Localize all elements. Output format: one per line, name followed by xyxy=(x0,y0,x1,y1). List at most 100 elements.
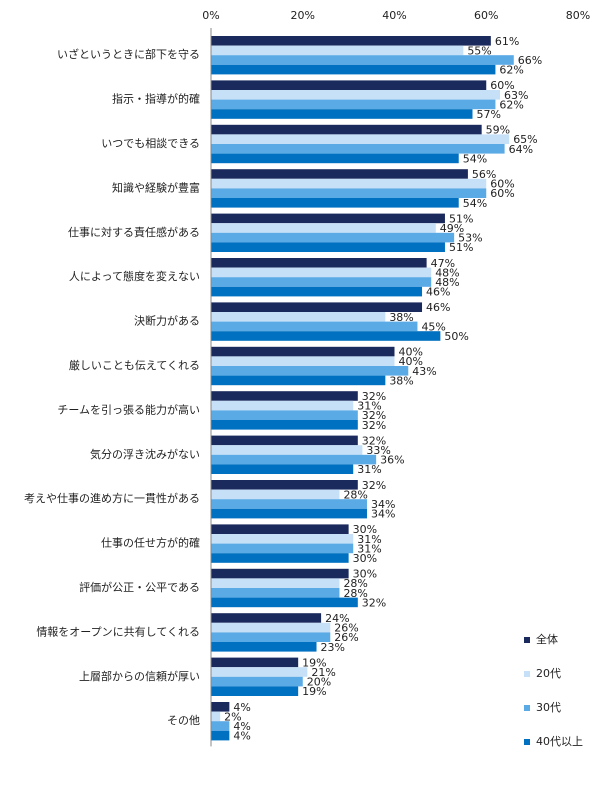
bar xyxy=(211,64,496,75)
bar xyxy=(211,534,354,544)
value-label: 60% xyxy=(490,178,514,191)
bar xyxy=(211,242,445,252)
bar xyxy=(211,45,464,56)
value-label: 34% xyxy=(371,508,395,521)
bar xyxy=(211,676,303,687)
x-tick-label: 60% xyxy=(474,9,498,22)
value-label: 60% xyxy=(490,187,514,200)
value-label: 30% xyxy=(353,568,377,581)
bar xyxy=(211,90,501,100)
value-label: 43% xyxy=(412,365,436,378)
bar xyxy=(211,312,386,322)
bar xyxy=(211,568,349,579)
value-label: 45% xyxy=(421,320,445,333)
bar xyxy=(211,702,230,712)
category-label: 仕事の任せ方が的確 xyxy=(101,536,200,550)
bar xyxy=(211,366,409,376)
legend-swatch xyxy=(524,671,530,677)
value-label: 32% xyxy=(362,434,386,447)
value-label: 33% xyxy=(366,444,390,457)
value-label: 4% xyxy=(233,701,250,714)
category-label: 仕事に対する責任感がある xyxy=(68,225,200,239)
value-label: 4% xyxy=(233,720,250,733)
value-label: 28% xyxy=(343,587,367,600)
value-label: 54% xyxy=(463,197,487,210)
x-tick-label: 40% xyxy=(382,9,406,22)
bar xyxy=(211,445,363,455)
value-label: 48% xyxy=(435,266,459,279)
bar xyxy=(211,356,395,366)
legend-swatch xyxy=(524,705,530,711)
value-label: 34% xyxy=(371,498,395,511)
category-label: 上層部からの信頼が厚い xyxy=(79,669,200,683)
bar xyxy=(211,686,299,696)
value-label: 50% xyxy=(444,330,468,343)
bar xyxy=(211,730,230,741)
value-label: 51% xyxy=(449,241,473,254)
bar xyxy=(211,543,354,554)
value-label: 32% xyxy=(362,419,386,432)
bar xyxy=(211,454,377,465)
bar xyxy=(211,508,367,519)
bar xyxy=(211,642,317,652)
value-label: 56% xyxy=(472,168,496,181)
category-label: チームを引っ張る能力が高い xyxy=(57,402,200,416)
x-tick-label: 20% xyxy=(291,9,315,22)
bar xyxy=(211,597,358,608)
value-label: 49% xyxy=(440,222,464,235)
bar xyxy=(211,613,322,623)
bar xyxy=(211,420,358,430)
value-label: 23% xyxy=(321,641,345,654)
bar xyxy=(211,711,221,722)
value-label: 62% xyxy=(499,64,523,77)
value-label: 59% xyxy=(486,124,510,137)
x-tick-label: 80% xyxy=(566,9,590,22)
value-label: 24% xyxy=(325,612,349,625)
value-label: 32% xyxy=(362,596,386,609)
bar xyxy=(211,232,455,243)
x-tick-label: 0% xyxy=(202,9,219,22)
value-label: 20% xyxy=(307,676,331,689)
bar xyxy=(211,400,354,411)
bar xyxy=(211,721,230,731)
bar xyxy=(211,198,459,208)
bar xyxy=(211,55,514,65)
value-label: 62% xyxy=(499,98,523,111)
value-label: 32% xyxy=(362,390,386,403)
bar xyxy=(211,657,299,668)
bar xyxy=(211,134,510,144)
bar xyxy=(211,178,487,189)
value-label: 40% xyxy=(399,355,423,368)
value-label: 30% xyxy=(353,523,377,536)
value-label: 32% xyxy=(362,409,386,422)
category-label: いつでも相談できる xyxy=(101,136,200,150)
bar xyxy=(211,223,436,233)
value-label: 2% xyxy=(224,710,241,723)
value-label: 28% xyxy=(343,577,367,590)
value-label: 54% xyxy=(463,152,487,165)
category-label: その他 xyxy=(167,714,200,727)
legend-label: 30代 xyxy=(536,701,561,714)
bar xyxy=(211,169,468,179)
value-label: 30% xyxy=(353,552,377,565)
bar xyxy=(211,36,491,46)
value-label: 55% xyxy=(467,44,491,57)
category-label: 厳しいことも伝えてくれる xyxy=(69,358,200,372)
bar xyxy=(211,410,358,420)
value-label: 63% xyxy=(504,89,528,102)
bar xyxy=(211,464,354,474)
bar xyxy=(211,524,349,534)
legend-label: 全体 xyxy=(536,632,558,646)
bar xyxy=(211,435,358,446)
category-label: 人によって態度を変えない xyxy=(69,269,200,283)
value-label: 61% xyxy=(495,35,519,48)
value-label: 46% xyxy=(426,301,450,314)
bar xyxy=(211,124,482,135)
bar xyxy=(211,391,358,401)
category-label: 指示・指導が的確 xyxy=(112,92,200,106)
value-label: 31% xyxy=(357,533,381,546)
category-label: 知識や経験が豊富 xyxy=(112,180,200,194)
bar xyxy=(211,622,331,633)
bar xyxy=(211,489,340,500)
